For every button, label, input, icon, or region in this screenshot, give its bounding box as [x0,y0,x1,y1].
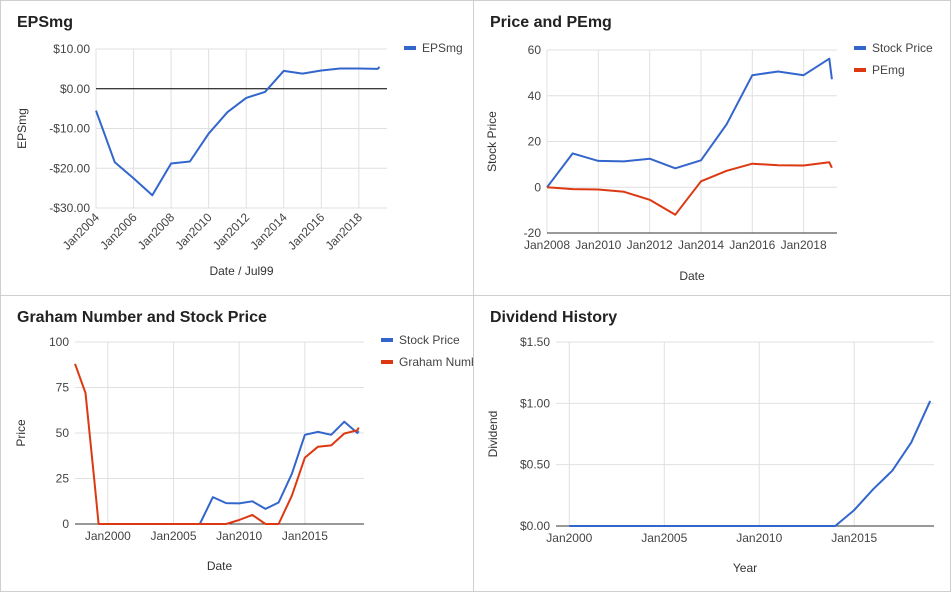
dividend-y-tick-label: $1.50 [520,335,550,349]
pe-x-tick-label: Jan2008 [524,238,570,252]
graham-chart-panel: 100 75 50 25 0 Jan2000 Jan2005 Jan2010 Jan2015 Da… [0,295,474,592]
eps-x-axis-title: Date / Jul99 [209,264,273,278]
graham-x-tick-label: Jan2000 [85,529,131,543]
graham-legend-swatch-0 [381,338,393,342]
pe-y-tick-label: 40 [528,89,542,103]
dividend-x-axis-title: Year [733,561,757,575]
eps-chart-svg: $10.00$0.00-$10.00-$20.00-$30.00Jan2004J… [15,41,463,278]
eps-x-tick-label: Jan2008 [135,210,178,253]
graham-y-tick-label: 100 [49,335,69,349]
dividend-x-tick-label: Jan2000 [546,531,592,545]
graham-legend-swatch-1 [381,360,393,364]
pe-y-axis-title: Stock Price [485,111,499,172]
eps-chart-title: EPSmg [17,14,74,31]
pe-x-tick-label: Jan2010 [575,238,621,252]
dividend-x-tick-label: Jan2010 [736,531,782,545]
eps-legend-swatch-0 [404,46,416,50]
dividend-y-tick-label: $0.00 [520,519,550,533]
pe-y-tick-label: 0 [534,180,541,194]
graham-y-tick-label: 50 [56,426,70,440]
dividend-x-tick-label: Jan2005 [641,531,687,545]
pe-legend-label-1: PEmg [872,63,905,77]
pe-y-tick-label: 60 [528,43,542,57]
graham-x-tick-label: Jan2005 [150,529,196,543]
dividend-y-tick-label: $0.50 [520,458,550,472]
eps-y-tick-label: -$30.00 [49,201,90,215]
graham-legend-label-0: Stock Price [399,333,460,347]
pe-y-tick-label: 20 [528,135,542,149]
eps-x-tick-label: Jan2010 [172,210,215,253]
pe-legend-swatch-1 [854,68,866,72]
pe-legend-swatch-0 [854,46,866,50]
eps-x-tick-label: Jan2004 [60,210,103,253]
graham-series-line-1 [74,363,360,525]
graham-y-tick-label: 0 [62,517,69,531]
price-pe-chart-title: Price and PEmg [490,14,612,31]
eps-series-line-0 [95,66,381,197]
eps-chart-panel: $10.00 $0.00 -$10.00 -$20.00 -$30.00 Jan2004 J… [0,0,474,296]
pe-y-tick-label: -20 [524,226,542,240]
pe-series-line-0 [546,57,833,188]
dividend-chart-title: Dividend History [490,309,618,326]
graham-chart-title: Graham Number and Stock Price [17,309,267,326]
pe-x-axis-title: Date [679,269,705,283]
dividend-y-axis-title: Dividend [486,411,500,458]
graham-y-tick-label: 25 [56,472,70,486]
eps-y-tick-label: $0.00 [60,82,90,96]
eps-y-tick-label: -$20.00 [49,161,90,175]
eps-y-tick-label: -$10.00 [49,122,90,136]
pe-legend-label-0: Stock Price [872,41,933,55]
eps-x-tick-label: Jan2016 [285,210,328,253]
dividend-y-tick-label: $1.00 [520,396,550,410]
eps-x-tick-label: Jan2012 [210,210,253,253]
graham-y-axis-title: Price [14,419,28,447]
graham-x-tick-label: Jan2010 [216,529,262,543]
pe-x-tick-label: Jan2016 [729,238,775,252]
graham-x-axis-title: Date [207,559,233,573]
graham-legend-label-1: Graham Number [399,355,474,369]
graham-x-tick-label: Jan2015 [282,529,328,543]
price-pe-chart-panel: 60 40 20 0 -20 Jan2008 Jan2010 Jan2012 Jan2014 Ja… [473,0,951,296]
eps-x-tick-label: Jan2018 [323,210,366,253]
graham-y-tick-label: 75 [56,381,70,395]
pe-x-tick-label: Jan2012 [627,238,673,252]
eps-y-tick-label: $10.00 [53,42,90,56]
dividend-x-tick-label: Jan2015 [831,531,877,545]
dividend-series-line-0 [569,400,932,527]
eps-x-tick-label: Jan2006 [97,210,140,253]
eps-legend-label-0: EPSmg [422,41,463,55]
eps-x-tick-label: Jan2014 [247,210,290,253]
pe-x-tick-label: Jan2014 [678,238,724,252]
graham-series-line-0 [98,420,360,525]
graham-chart-svg: 100 75 50 25 0 Jan2000 Jan2005 Jan2010 Jan2015 Da… [14,333,474,573]
pe-series-line-1 [546,161,833,216]
eps-y-axis-title: EPSmg [15,108,29,149]
dividend-chart-panel: $1.50 $1.00 $0.50 $0.00 Jan2000 Jan2005 Jan201… [473,295,951,592]
pe-x-tick-label: Jan2018 [781,238,827,252]
